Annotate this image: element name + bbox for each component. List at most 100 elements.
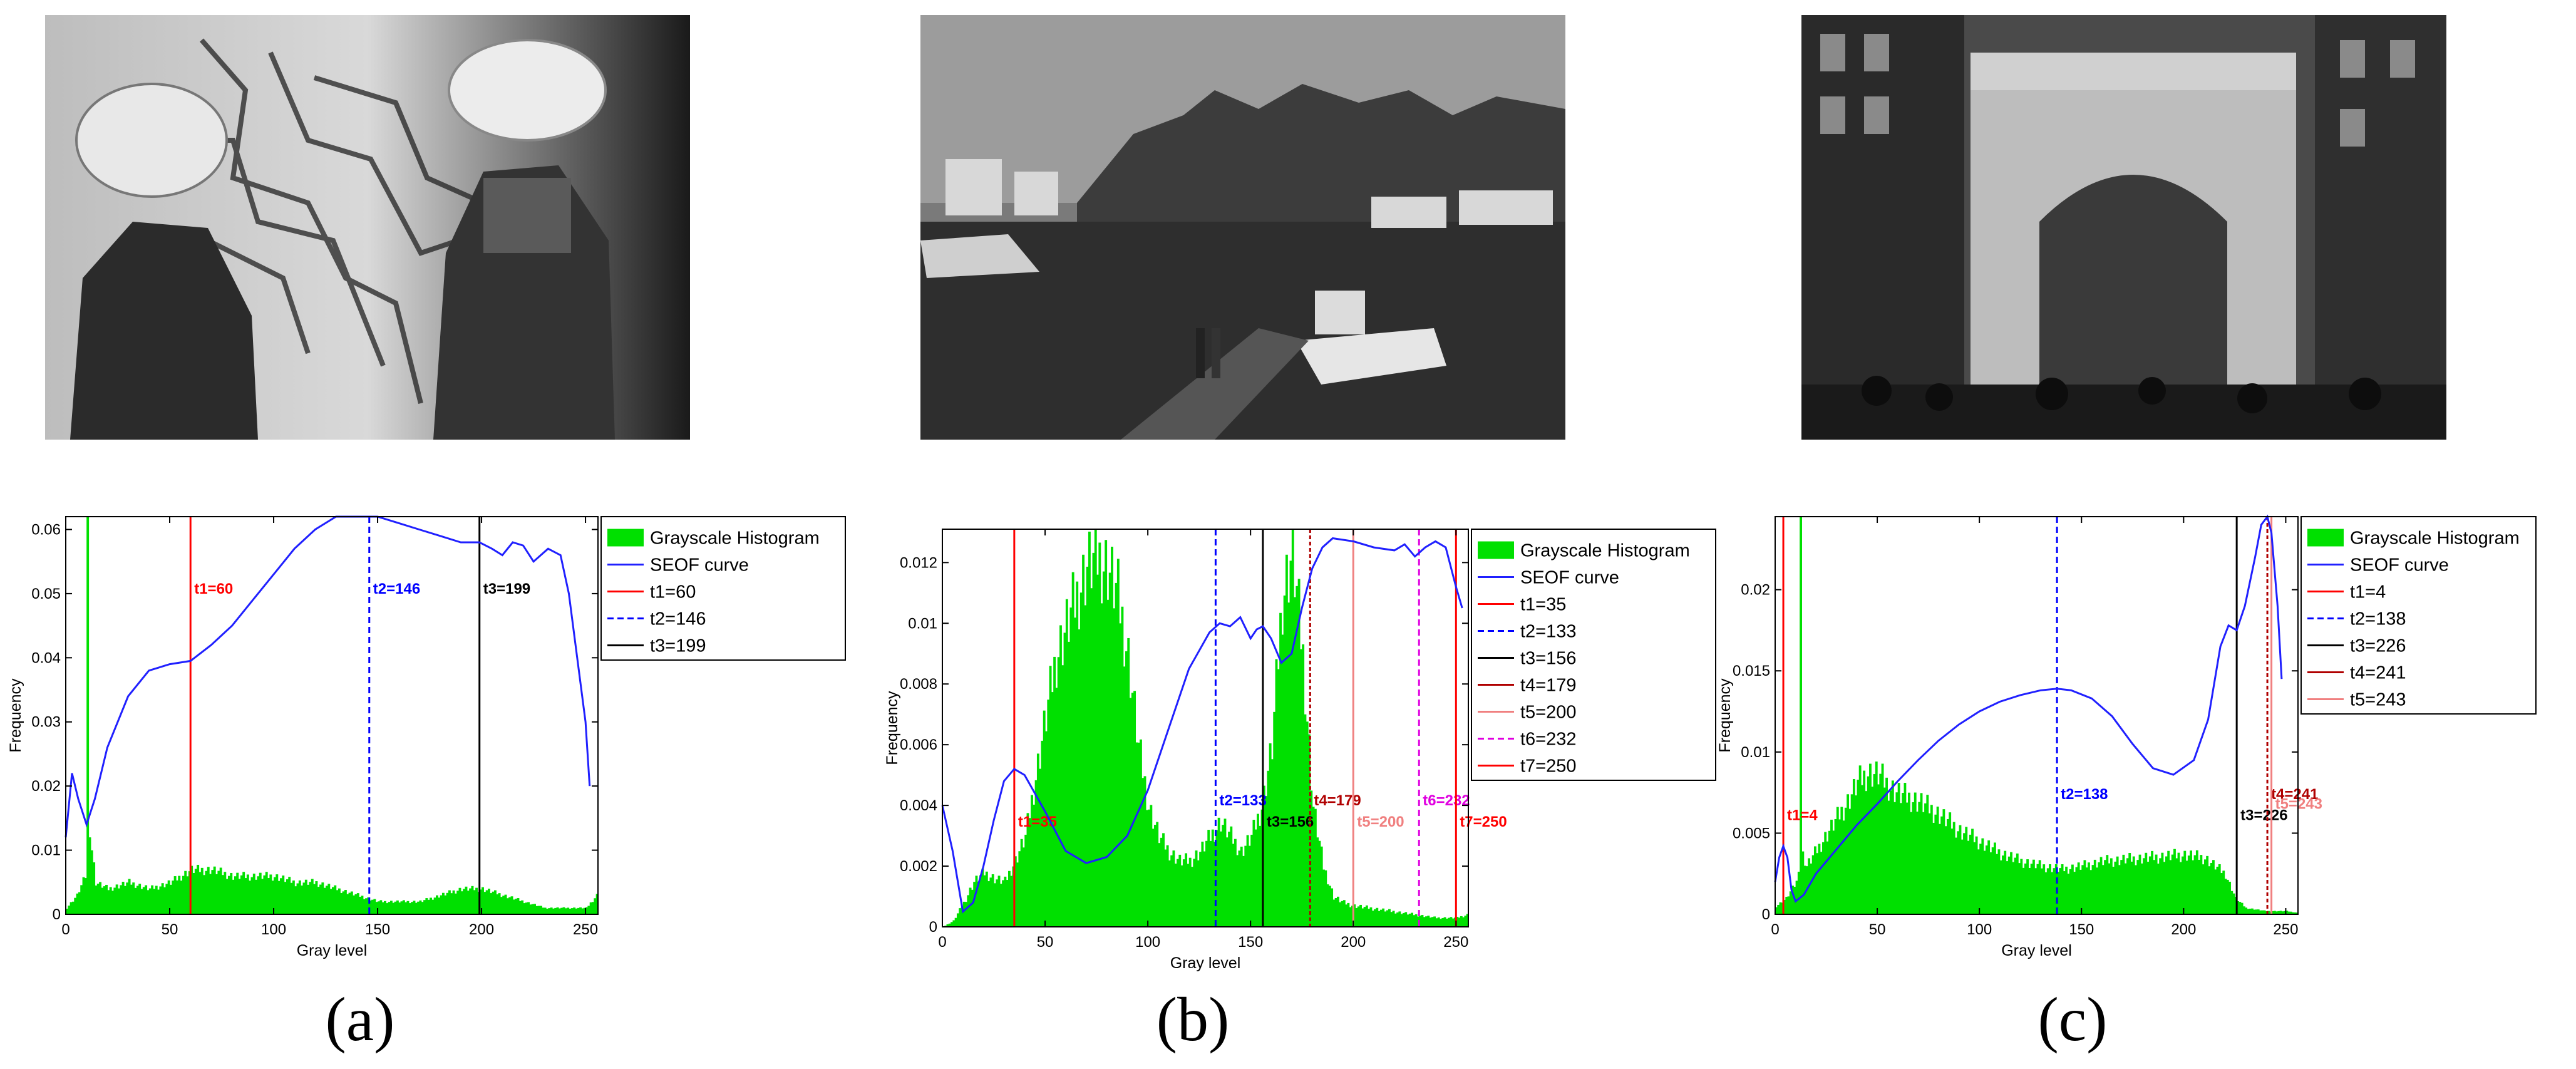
histogram-bar: [1448, 917, 1451, 927]
histogram-bar: [1326, 884, 1329, 927]
histogram-bar: [1989, 852, 1992, 914]
histogram-bar: [977, 881, 980, 927]
histogram-bar: [294, 886, 297, 914]
histogram-bar: [1302, 644, 1305, 927]
histogram-bar: [1826, 841, 1829, 914]
histogram-bar: [2294, 912, 2297, 914]
histogram-bar: [2098, 862, 2101, 914]
histogram-bar: [356, 893, 359, 914]
histogram-bar: [1867, 776, 1870, 914]
histogram-bar: [466, 891, 470, 914]
histogram-bar: [2049, 864, 2051, 914]
histogram-bar: [999, 884, 1002, 927]
histogram-bar: [1016, 862, 1019, 927]
histogram-bar: [2010, 852, 2012, 914]
histogram-bar: [1936, 806, 1939, 914]
histogram-bar: [2206, 855, 2209, 914]
histogram-bar: [540, 906, 542, 914]
histogram-bar: [107, 890, 110, 914]
histogram-bar: [1916, 811, 1919, 914]
x-tick-label: 50: [1869, 921, 1886, 938]
histogram-bar: [1252, 820, 1255, 927]
y-tick-label: 0: [929, 919, 937, 936]
histogram-bar: [145, 885, 148, 914]
histogram-bar: [1049, 666, 1052, 927]
histogram-bar: [1443, 917, 1446, 927]
histogram-bar: [1789, 891, 1792, 914]
histogram-bar: [1289, 560, 1292, 927]
histogram-bar: [1162, 833, 1165, 927]
histogram-bar: [419, 900, 422, 914]
histogram-bar: [1881, 763, 1884, 914]
histogram-bar: [1271, 759, 1274, 927]
histogram-bar: [334, 885, 337, 914]
y-tick-label: 0.02: [1741, 582, 1770, 599]
histogram-bar: [1879, 773, 1882, 914]
histogram-bar: [2053, 868, 2056, 914]
histogram-bar: [2112, 867, 2115, 914]
histogram-bar: [1985, 845, 1988, 914]
histogram-bar: [1899, 803, 1902, 914]
histogram-bar: [521, 900, 524, 914]
histogram-bar: [2271, 911, 2274, 914]
histogram-bar: [1384, 911, 1387, 927]
histogram-bar: [1174, 864, 1177, 927]
histogram-bar: [1932, 822, 1935, 914]
histogram-bar: [1185, 853, 1188, 927]
histogram-bar: [373, 899, 376, 914]
histogram-bar: [2145, 852, 2148, 914]
histogram-bar: [1236, 855, 1239, 927]
histogram-bar: [1224, 819, 1227, 927]
histogram-bar: [165, 884, 168, 914]
histogram-bar: [1294, 597, 1296, 927]
histogram-bar: [1926, 795, 1929, 914]
histogram-bar: [346, 894, 349, 914]
legend-box: [1471, 529, 1716, 781]
histogram-bar: [1018, 851, 1021, 927]
histogram-bar: [1143, 776, 1146, 927]
histogram-bar: [1199, 852, 1202, 927]
histogram-bar: [2007, 856, 2011, 914]
histogram-bar: [1172, 850, 1175, 927]
histogram-bar: [1203, 851, 1206, 927]
histogram-bar: [1164, 849, 1167, 927]
histogram-bar: [592, 902, 594, 914]
histogram-bar: [1965, 827, 1968, 914]
histogram-bar: [488, 889, 490, 914]
histogram-bar: [398, 902, 401, 914]
histogram-bar: [1942, 809, 1945, 914]
histogram-bar: [369, 900, 372, 914]
histogram-bar: [1306, 721, 1309, 927]
histogram-bar: [2067, 874, 2070, 914]
histogram-bar: [554, 907, 557, 914]
histogram-bar: [573, 907, 576, 914]
histogram-bar: [1871, 787, 1874, 914]
histogram-bar: [130, 884, 133, 914]
y-tick-label: 0.012: [900, 554, 937, 571]
histogram-bar: [450, 893, 453, 914]
histogram-bar: [989, 877, 992, 927]
histogram-bar: [2220, 872, 2223, 914]
histogram-bar: [1248, 845, 1251, 927]
histogram-bar: [190, 865, 193, 914]
histogram-bar: [595, 894, 599, 914]
threshold-label-t1: t1=4: [1787, 807, 1818, 824]
histogram-bar: [1834, 819, 1837, 914]
histogram-bar: [101, 887, 104, 914]
histogram-bar: [1148, 809, 1151, 927]
histogram-bar: [1852, 778, 1855, 914]
histogram-bar: [1855, 795, 1858, 914]
histogram-bar: [1950, 829, 1954, 914]
histogram-bar: [460, 891, 463, 914]
histogram-bar: [2071, 864, 2074, 914]
histogram-bar: [577, 907, 580, 914]
histogram-bar: [996, 879, 999, 927]
histogram-bar: [2161, 852, 2164, 914]
histogram-bar: [2198, 859, 2201, 914]
histogram-bar: [1068, 641, 1071, 927]
histogram-bar: [1123, 666, 1126, 927]
histogram-bar: [1938, 824, 1941, 914]
histogram-bar: [1421, 915, 1424, 927]
histogram-bar: [1456, 916, 1459, 927]
histogram-bar: [1339, 902, 1342, 927]
